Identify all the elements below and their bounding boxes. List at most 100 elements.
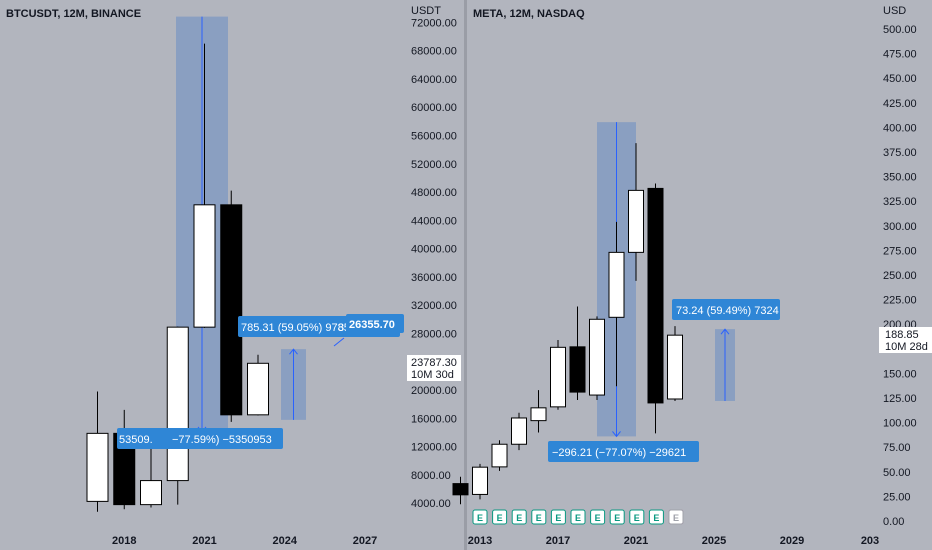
btc-y-tick: 60000.00 bbox=[411, 102, 457, 114]
meta-x-tick: 203 bbox=[861, 535, 879, 547]
meta-currency: USD bbox=[883, 5, 906, 17]
meta-candle-body bbox=[491, 443, 508, 468]
meta-last-price-box bbox=[879, 327, 932, 353]
meta-earnings-row[interactable]: EEEEEEEEEEEE bbox=[472, 509, 684, 525]
earnings-badge-icon[interactable] bbox=[472, 509, 488, 525]
meta-y-tick: 400.00 bbox=[883, 122, 917, 134]
btc-candles bbox=[86, 43, 269, 512]
meta-y-tick: 150.00 bbox=[883, 368, 917, 380]
meta-rise-label-box bbox=[672, 299, 780, 320]
btc-y-tick: 28000.00 bbox=[411, 329, 457, 341]
meta-y-tick: 50.00 bbox=[883, 467, 911, 479]
meta-candle-body bbox=[569, 346, 586, 393]
earnings-badge-icon[interactable] bbox=[648, 509, 664, 525]
earnings-badge-letter: E bbox=[653, 513, 659, 523]
btc-rise-label-left: 785.31 (59.05%) 9785 bbox=[241, 322, 350, 334]
btc-y-tick: 36000.00 bbox=[411, 272, 457, 284]
btc-measure-up-arrowhead bbox=[289, 348, 298, 355]
meta-x-tick: 2025 bbox=[702, 535, 726, 547]
meta-measure-down-arrowhead bbox=[612, 431, 621, 438]
btc-x-tick: 2021 bbox=[192, 535, 216, 547]
btc-title: BTCUSDT, 12M, BINANCE bbox=[6, 8, 141, 20]
btc-y-tick: 72000.00 bbox=[411, 17, 457, 29]
btc-candle-body bbox=[140, 480, 162, 506]
btc-currency: USDT bbox=[411, 5, 441, 17]
earnings-badge-letter: E bbox=[575, 513, 581, 523]
btc-y-tick: 20000.00 bbox=[411, 385, 457, 397]
btc-last-price-countdown: 10M 30d bbox=[411, 369, 454, 381]
btc-y-tick: 40000.00 bbox=[411, 244, 457, 256]
btc-drop-label-box bbox=[117, 428, 283, 449]
meta-y-axis[interactable]: 0.0025.0050.0075.00100.00125.00150.00200… bbox=[883, 24, 917, 528]
meta-x-tick: 2013 bbox=[468, 535, 492, 547]
btc-y-tick: 56000.00 bbox=[411, 131, 457, 143]
btc-measure-labels: 53509. −77.59%) −5350953 785.31 (59.05%) 9… bbox=[117, 314, 404, 449]
meta-last-price-countdown: 10M 28d bbox=[885, 341, 928, 353]
meta-y-tick: 100.00 bbox=[883, 418, 917, 430]
earnings-badge-icon[interactable] bbox=[590, 509, 606, 525]
meta-y-tick: 450.00 bbox=[883, 73, 917, 85]
meta-y-tick: 125.00 bbox=[883, 393, 917, 405]
earnings-badge-letter: E bbox=[497, 513, 503, 523]
meta-x-tick: 2021 bbox=[624, 535, 648, 547]
earnings-badge-letter: E bbox=[477, 513, 483, 523]
earnings-badge-future-letter: E bbox=[673, 513, 679, 523]
meta-x-axis[interactable]: 2013 2017 2021 2025 2029 203 bbox=[468, 535, 879, 547]
earnings-badge-icon[interactable] bbox=[531, 509, 547, 525]
btc-pane[interactable]: BTCUSDT, 12M, BINANCE USDT 4000.00 8000.0… bbox=[6, 5, 461, 547]
btc-drop-label-right: −77.59%) −5350953 bbox=[172, 434, 272, 446]
btc-y-axis[interactable]: 4000.00 8000.00 12000.00 16000.00 20000.00 28… bbox=[411, 17, 457, 510]
earnings-badge-letter: E bbox=[516, 513, 522, 523]
earnings-badge-icon[interactable] bbox=[629, 509, 645, 525]
meta-y-tick: 25.00 bbox=[883, 491, 911, 503]
meta-y-tick: 250.00 bbox=[883, 270, 917, 282]
earnings-badge-letter: E bbox=[595, 513, 601, 523]
meta-y-tick: 0.00 bbox=[883, 516, 904, 528]
pane-divider[interactable] bbox=[464, 0, 467, 550]
btc-y-tick: 32000.00 bbox=[411, 300, 457, 312]
btc-last-price-value: 23787.30 bbox=[411, 357, 457, 369]
btc-drop-label-left: 53509. bbox=[119, 434, 153, 446]
earnings-badge-letter: E bbox=[634, 513, 640, 523]
meta-pane[interactable]: META, 12M, NASDAQ USD 0.00 25.00 50.00 75.0… bbox=[452, 5, 932, 547]
meta-x-tick: 2017 bbox=[546, 535, 570, 547]
earnings-badge-icon[interactable] bbox=[609, 509, 625, 525]
meta-title: META, 12M, NASDAQ bbox=[473, 8, 585, 20]
btc-y-tick: 16000.00 bbox=[411, 413, 457, 425]
meta-y-tick: 300.00 bbox=[883, 221, 917, 233]
btc-target-pointer bbox=[333, 337, 345, 347]
meta-drop-label: −296.21 (−77.07%) −29621 bbox=[552, 447, 686, 459]
btc-y-tick: 48000.00 bbox=[411, 187, 457, 199]
btc-x-tick: 2027 bbox=[353, 535, 377, 547]
meta-candles bbox=[452, 143, 683, 505]
earnings-badge-icon[interactable] bbox=[492, 509, 508, 525]
earnings-badge-icon[interactable] bbox=[511, 509, 527, 525]
btc-last-price-box bbox=[407, 355, 461, 381]
meta-y-tick: 475.00 bbox=[883, 49, 917, 61]
btc-candle-body bbox=[193, 204, 216, 328]
meta-y-tick: 275.00 bbox=[883, 245, 917, 257]
earnings-badge-letter: E bbox=[555, 513, 561, 523]
btc-x-tick: 2018 bbox=[112, 535, 136, 547]
meta-measure-up-arrowhead bbox=[720, 328, 730, 335]
meta-y-tick: 500.00 bbox=[883, 24, 917, 36]
meta-x-tick: 2029 bbox=[780, 535, 804, 547]
meta-y-tick: 75.00 bbox=[883, 442, 911, 454]
earnings-badge-letter: E bbox=[614, 513, 620, 523]
btc-x-axis[interactable]: 2018 2021 2024 2027 bbox=[112, 535, 377, 547]
btc-x-tick: 2024 bbox=[273, 535, 298, 547]
meta-candle-body bbox=[667, 334, 683, 400]
btc-candle-body bbox=[166, 326, 189, 482]
btc-y-tick: 64000.00 bbox=[411, 74, 457, 86]
meta-y-tick: 350.00 bbox=[883, 172, 917, 184]
btc-target-tag-box bbox=[346, 314, 404, 333]
meta-y-tick: 425.00 bbox=[883, 98, 917, 110]
earnings-badge-icon[interactable] bbox=[570, 509, 586, 525]
btc-y-tick: 8000.00 bbox=[411, 470, 451, 482]
meta-candle-body bbox=[472, 466, 488, 495]
earnings-badge-icon[interactable] bbox=[550, 509, 566, 525]
btc-rise-label-right: 3 bbox=[338, 322, 344, 334]
